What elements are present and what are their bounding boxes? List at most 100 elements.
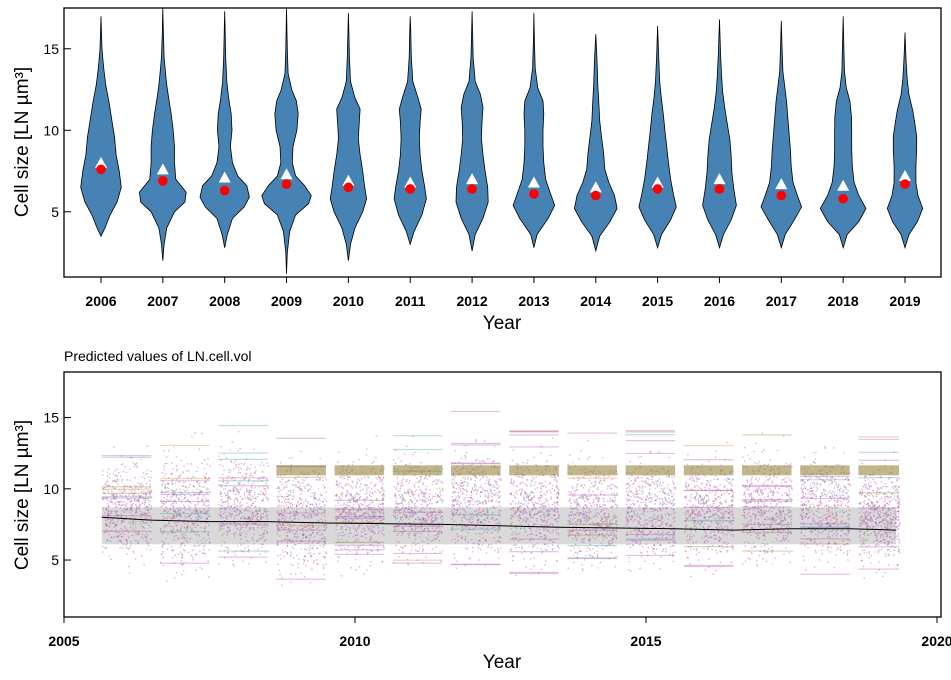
scatter-point <box>361 521 364 523</box>
scatter-point <box>430 540 432 542</box>
scatter-point <box>198 492 201 494</box>
scatter-point <box>125 539 128 541</box>
scatter-point <box>305 526 307 528</box>
scatter-point <box>402 504 404 507</box>
scatter-point <box>480 511 482 514</box>
scatter-point <box>261 476 263 478</box>
scatter-point <box>316 514 319 516</box>
scatter-point <box>289 457 291 459</box>
scatter-point <box>178 499 180 501</box>
scatter-point <box>163 526 166 528</box>
scatter-point <box>150 490 152 492</box>
scatter-point <box>398 521 400 523</box>
scatter-point <box>221 507 223 510</box>
scatter-point <box>120 536 123 538</box>
scatter-point <box>340 499 342 501</box>
scatter-point <box>523 482 525 485</box>
point-band-4 <box>334 435 385 577</box>
scatter-point <box>415 506 417 508</box>
scatter-point <box>181 492 183 495</box>
scatter-point <box>553 475 555 477</box>
scatter-point <box>125 495 128 497</box>
scatter-point <box>435 534 438 537</box>
scatter-point <box>569 521 571 523</box>
scatter-point <box>674 488 677 490</box>
scatter-point <box>289 540 291 542</box>
scatter-point <box>400 519 403 521</box>
violin-2013 <box>512 12 556 248</box>
scatter-point <box>414 528 417 530</box>
scatter-point <box>239 510 241 512</box>
scatter-point <box>112 473 115 475</box>
scatter-point <box>304 515 306 517</box>
scatter-point <box>413 534 415 536</box>
scatter-point <box>117 535 120 538</box>
scatter-point <box>317 499 319 501</box>
scatter-streak <box>218 424 268 427</box>
scatter-point <box>372 511 374 513</box>
scatter-point <box>455 567 458 569</box>
scatter-point <box>597 523 599 526</box>
scatter-point <box>306 484 308 486</box>
scatter-point <box>382 505 384 508</box>
violin-2007 <box>138 7 187 261</box>
scatter-point <box>596 522 598 524</box>
scatter-point <box>129 485 131 488</box>
scatter-point <box>296 508 298 510</box>
scatter-point <box>102 474 104 476</box>
scatter-point <box>284 481 287 483</box>
scatter-point <box>240 462 243 465</box>
scatter-point <box>466 490 468 493</box>
scatter-point <box>174 500 176 502</box>
scatter-point <box>350 518 352 520</box>
scatter-point <box>143 512 145 514</box>
scatter-point <box>186 537 188 539</box>
scatter-point <box>359 544 361 547</box>
scatter-point <box>343 509 346 511</box>
scatter-point <box>432 548 434 550</box>
scatter-point <box>265 516 268 518</box>
scatter-point <box>426 513 429 515</box>
scatter-streak <box>392 448 443 451</box>
scatter-point <box>352 507 354 509</box>
scatter-point <box>470 538 473 541</box>
scatter-point <box>635 493 637 496</box>
scatter-point <box>463 516 465 519</box>
scatter-point <box>586 515 588 517</box>
scatter-point <box>513 482 515 484</box>
scatter-point <box>464 510 466 512</box>
scatter-point <box>437 532 440 534</box>
scatter-point <box>475 459 477 462</box>
scatter-point <box>490 507 492 509</box>
scatter-streak <box>218 485 268 487</box>
scatter-point <box>144 534 146 536</box>
scatter-point <box>238 483 240 485</box>
scatter-point <box>106 496 108 499</box>
scatter-point <box>415 538 417 540</box>
scatter-point <box>308 537 311 540</box>
scatter-point <box>218 529 221 532</box>
scatter-point <box>662 481 665 483</box>
scatter-point <box>527 459 529 461</box>
scatter-point <box>537 572 540 574</box>
scatter-point <box>277 506 279 508</box>
scatter-point <box>612 528 614 531</box>
scatter-point <box>285 498 287 500</box>
scatter-point <box>558 488 560 491</box>
scatter-streak <box>218 452 268 454</box>
scatter-point <box>181 556 184 558</box>
scatter-point <box>454 542 457 544</box>
scatter-point <box>488 483 490 486</box>
scatter-point <box>236 523 238 525</box>
scatter-point <box>266 522 268 525</box>
scatter-point <box>190 463 192 465</box>
scatter-point <box>529 527 531 529</box>
scatter-point <box>266 462 268 464</box>
scatter-point <box>580 495 582 498</box>
scatter-point <box>368 515 370 517</box>
scatter-point <box>556 560 558 562</box>
scatter-point <box>378 515 380 518</box>
scatter-point <box>299 497 301 499</box>
scatter-point <box>196 470 198 472</box>
scatter-point <box>411 501 413 503</box>
